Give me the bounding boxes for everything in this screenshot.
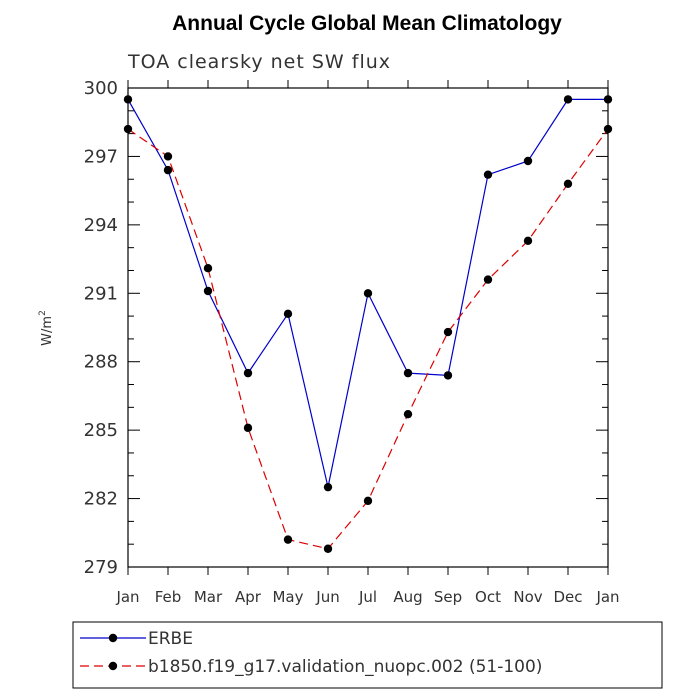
series-2-point — [323, 544, 333, 553]
x-tick-label: Aug — [393, 588, 422, 606]
series-2-point — [603, 124, 613, 134]
legend-box — [72, 621, 663, 689]
x-tick-label: Apr — [235, 588, 262, 606]
series-2-point — [483, 275, 493, 284]
x-tick-label: Sep — [434, 588, 462, 606]
series-1-point — [563, 95, 573, 104]
x-tick-label: Jun — [315, 588, 339, 606]
x-tick-label: Dec — [553, 588, 582, 606]
series-1-point — [603, 95, 613, 104]
chart-subtitle: TOA clearsky net SW flux — [127, 51, 391, 73]
x-tick-label: Nov — [513, 588, 542, 606]
series-2-point — [363, 496, 373, 506]
series-line-2 — [127, 128, 609, 550]
series-1-point — [443, 371, 453, 380]
series-1-point — [123, 95, 133, 104]
series-2-point — [523, 236, 533, 246]
series-1-point — [243, 368, 253, 378]
legend-marker-1 — [108, 633, 118, 643]
series-2-point — [163, 152, 173, 161]
x-tick-label: Mar — [194, 588, 223, 606]
y-axis: 279 282 285 288 291 294 297 300 — [84, 78, 608, 578]
series-1-point — [363, 289, 373, 298]
plot-frame — [127, 87, 609, 568]
series-layer — [123, 95, 613, 553]
legend-marker-2 — [108, 661, 118, 671]
y-axis-label-superscript: 2 — [38, 310, 48, 316]
series-2-point — [283, 535, 293, 544]
series-1-point — [403, 368, 413, 378]
series-2-point — [403, 409, 413, 419]
y-tick-label: 285 — [84, 420, 118, 441]
y-tick-label: 288 — [84, 352, 118, 373]
series-2-point — [243, 423, 253, 433]
series-1-point — [523, 156, 533, 166]
y-axis-label-text: W/m — [40, 316, 55, 346]
series-1-point — [203, 286, 213, 296]
y-tick-label: 294 — [84, 215, 118, 236]
x-tick-label: Feb — [155, 588, 182, 606]
series-2-point — [443, 327, 453, 337]
legend-label-2: b1850.f19_g17.validation_nuopc.002 (51-1… — [148, 657, 542, 677]
x-tick-label: Jan — [115, 588, 139, 606]
legend: ERBE b1850.f19_g17.validation_nuopc.002 (… — [80, 629, 542, 677]
y-tick-label: 282 — [84, 489, 118, 510]
series-1-point — [483, 170, 493, 179]
series-2-point — [563, 179, 573, 188]
x-tick-label: Oct — [475, 588, 501, 606]
legend-label-1: ERBE — [148, 629, 193, 649]
x-tick-label: May — [272, 588, 303, 606]
y-tick-label: 279 — [84, 557, 118, 578]
series-2-point — [203, 263, 213, 273]
series-2-point — [123, 124, 133, 134]
x-axis: Jan Feb Mar Apr May Jun Jul Aug Sep Oct Nov Dec Jan — [115, 80, 620, 606]
x-tick-label: Jul — [358, 588, 377, 606]
y-tick-label: 300 — [84, 78, 118, 99]
chart-title: Annual Cycle Global Mean Climatology — [172, 12, 562, 35]
series-1-point — [163, 165, 173, 175]
x-tick-label: Jan — [595, 588, 619, 606]
y-tick-label: 291 — [84, 283, 118, 304]
series-1-point — [283, 309, 293, 319]
series-1-point — [323, 482, 333, 492]
y-tick-label: 297 — [84, 146, 118, 167]
y-axis-label: W/m2 — [38, 310, 55, 346]
